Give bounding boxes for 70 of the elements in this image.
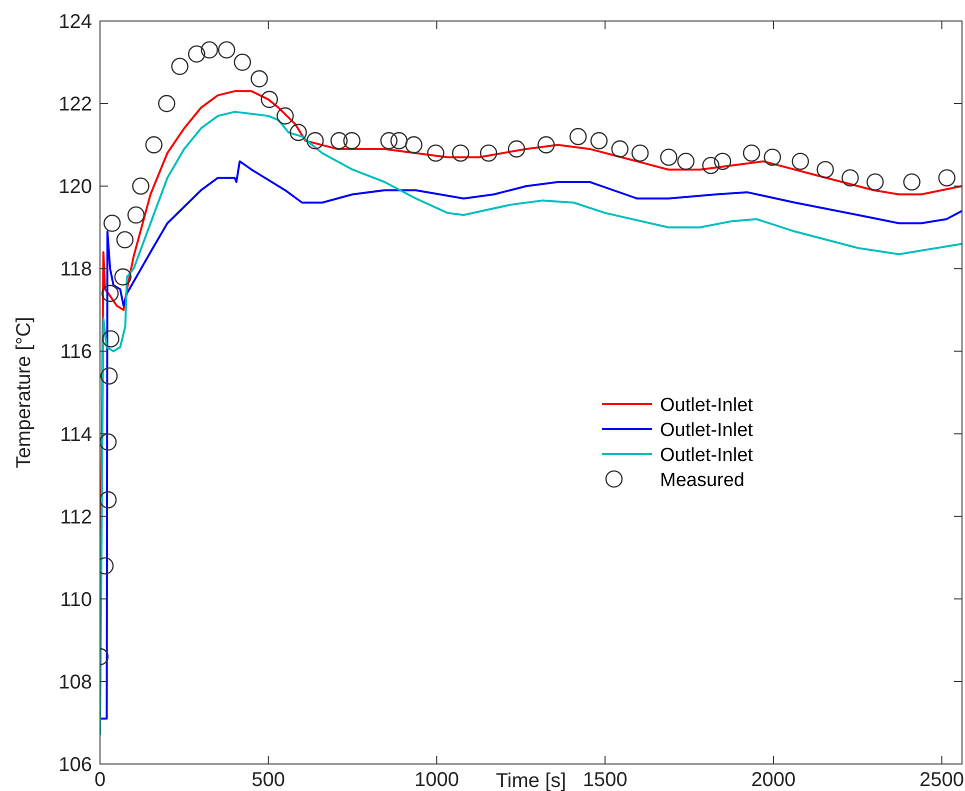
legend-label: Outlet-Inlet: [660, 420, 754, 441]
point: [452, 144, 470, 162]
point: [938, 169, 956, 187]
point: [480, 144, 498, 162]
point: [660, 148, 678, 166]
point: [816, 160, 834, 178]
point: [538, 136, 555, 154]
point: [677, 152, 695, 170]
y-tick-label: 110: [60, 588, 92, 611]
point: [714, 152, 732, 170]
point: [250, 70, 268, 88]
point: [569, 128, 587, 146]
x-tick-label: 2500: [920, 769, 964, 791]
point: [171, 58, 188, 76]
point: [590, 132, 608, 150]
point: [116, 231, 134, 248]
point: [100, 491, 117, 508]
point: [127, 206, 145, 224]
point: [114, 268, 132, 286]
point: [390, 132, 408, 150]
point: [702, 156, 720, 174]
y-axis-title: Temperature [°C]: [13, 316, 35, 468]
point: [742, 144, 760, 162]
point: [100, 367, 118, 385]
point: [100, 433, 117, 451]
point: [611, 140, 629, 158]
x-tick-label: 2000: [751, 769, 796, 791]
y-tick-label: 108: [58, 671, 92, 694]
legend-label: Measured: [660, 470, 744, 491]
x-tick-label: 1500: [582, 769, 628, 791]
point: [290, 124, 307, 142]
point: [508, 140, 526, 158]
point: [158, 94, 176, 112]
y-tick-label: 118: [60, 258, 92, 281]
point: [330, 132, 348, 150]
point: [188, 45, 206, 63]
point: [343, 132, 361, 150]
point: [903, 173, 920, 191]
legend-label: Outlet-Inlet: [660, 395, 754, 416]
point: [764, 148, 782, 166]
y-tick-label: 114: [60, 424, 92, 446]
y-tick-label: 124: [58, 11, 92, 33]
point: [842, 169, 859, 187]
point: [200, 41, 218, 59]
point: [427, 144, 444, 162]
point: [218, 41, 236, 59]
x-tick-label: 0: [94, 769, 106, 791]
point: [380, 132, 398, 150]
point: [145, 136, 163, 154]
point: [132, 177, 150, 195]
point: [276, 107, 294, 125]
point: [101, 284, 119, 302]
point: [792, 152, 810, 170]
point: [260, 90, 278, 108]
point: [102, 330, 120, 348]
point: [234, 54, 252, 71]
y-tick-label: 112: [60, 506, 92, 528]
y-tick-label: 106: [58, 754, 92, 776]
point: [405, 136, 422, 154]
y-tick-label: 122: [58, 94, 92, 116]
point: [631, 144, 649, 162]
legend-label: Outlet-Inlet: [660, 445, 754, 466]
point: [866, 173, 884, 191]
y-tick-label: 120: [58, 176, 92, 198]
x-axis-title: Time [s]: [496, 770, 566, 791]
point: [103, 214, 121, 232]
point: [306, 132, 324, 150]
x-tick-label: 500: [252, 769, 286, 791]
y-tick-label: 116: [60, 341, 92, 364]
x-tick-label: 1000: [414, 769, 459, 791]
